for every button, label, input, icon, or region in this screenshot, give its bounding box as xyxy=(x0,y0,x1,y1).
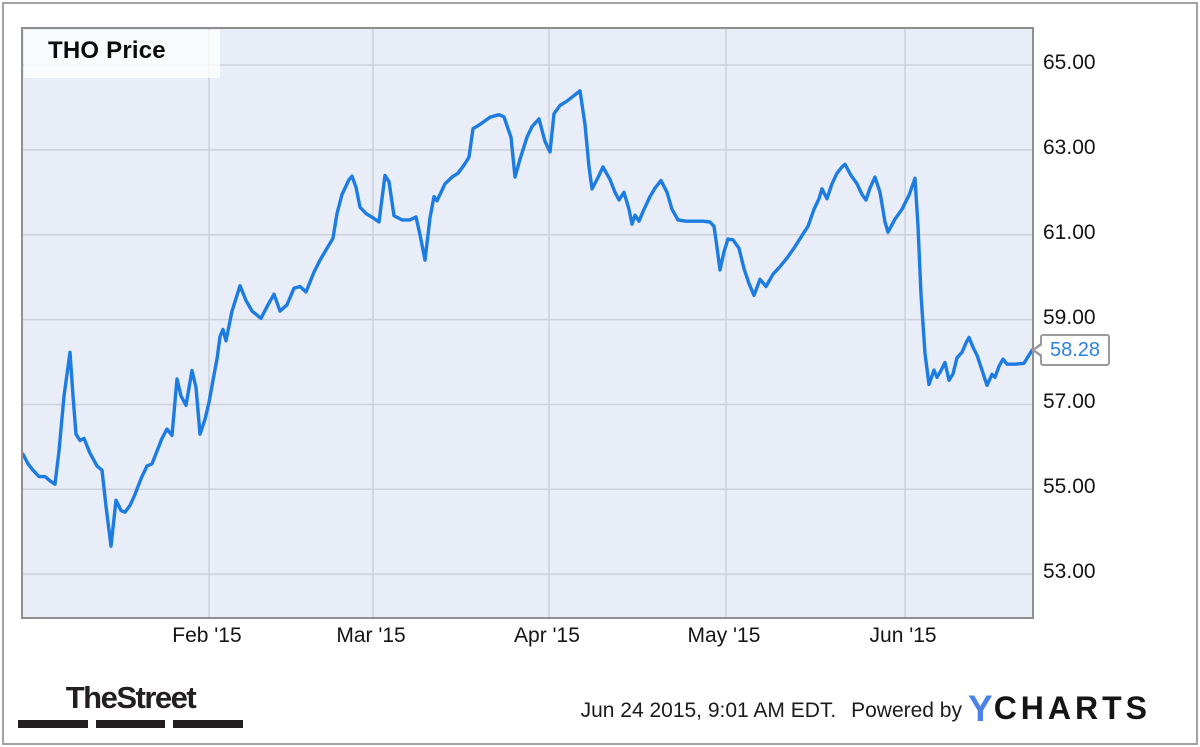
y-axis-tick-label: 55.00 xyxy=(1043,475,1096,499)
price-chart-plot: THO Price xyxy=(21,27,1034,619)
thestreet-logo-text: TheStreet xyxy=(65,680,197,715)
thestreet-logo: TheStreet xyxy=(18,680,244,728)
x-axis-tick-label: Feb '15 xyxy=(172,624,242,647)
thestreet-logo-bar xyxy=(95,720,166,728)
x-axis-tick-label: Jun '15 xyxy=(869,624,937,647)
thestreet-logo-bars xyxy=(18,720,244,728)
ycharts-logo: YCHARTS xyxy=(968,688,1151,730)
last-price-callout: 58.28 xyxy=(1031,334,1110,367)
thestreet-logo-bar xyxy=(173,720,244,728)
x-axis-tick-label: Mar '15 xyxy=(336,624,406,647)
timestamp-line: Jun 24 2015, 9:01 AM EDT. Powered by xyxy=(0,699,962,723)
y-axis-tick-label: 59.00 xyxy=(1043,305,1096,329)
last-price-value: 58.28 xyxy=(1049,338,1101,361)
y-axis-tick-label: 53.00 xyxy=(1043,560,1096,584)
ycharts-logo-y: Y xyxy=(968,688,994,729)
chart-title: THO Price xyxy=(48,37,166,64)
x-axis-tick-label: May '15 xyxy=(687,624,761,647)
y-axis-tick-label: 65.00 xyxy=(1043,51,1096,75)
y-axis-tick-label: 61.00 xyxy=(1043,220,1096,244)
y-axis-tick-label: 63.00 xyxy=(1043,135,1096,159)
ycharts-logo-charts: CHARTS xyxy=(993,690,1152,726)
powered-by-label: Powered by xyxy=(851,699,962,722)
thestreet-logo-bar xyxy=(18,720,88,728)
x-axis-tick-label: Apr '15 xyxy=(514,624,580,647)
chart-title-background xyxy=(24,30,220,78)
price-line-svg xyxy=(23,29,1032,617)
timestamp: Jun 24 2015, 9:01 AM EDT. xyxy=(580,699,837,722)
y-axis-tick-label: 57.00 xyxy=(1043,390,1096,414)
price-line xyxy=(23,89,1032,548)
